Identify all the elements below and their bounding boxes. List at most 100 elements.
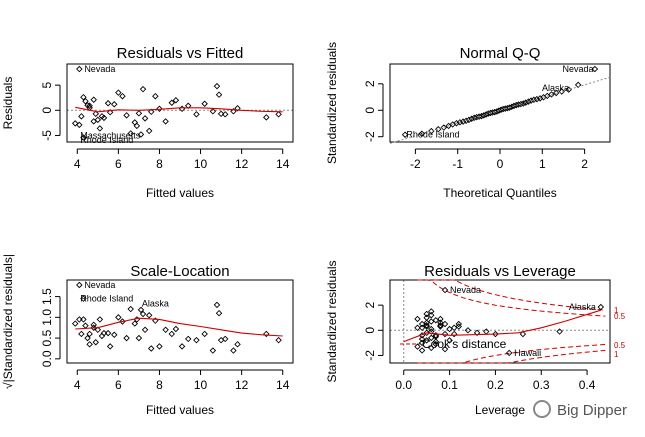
data-point — [450, 324, 458, 332]
panel-3: Scale-Location Fitted values √|Standardize… — [1, 254, 294, 417]
data-point — [86, 341, 93, 348]
x-tick-label: -2 — [410, 157, 421, 171]
data-point — [172, 96, 180, 104]
data-point — [100, 329, 108, 337]
data-point — [82, 98, 89, 105]
data-point — [418, 347, 426, 354]
plot-frame — [66, 279, 294, 364]
data-point — [94, 326, 102, 334]
data-point — [423, 337, 430, 344]
data-point — [480, 112, 488, 119]
data-point — [156, 105, 163, 113]
y-axis-label: Standardized residuals — [325, 260, 339, 382]
data-point — [123, 334, 130, 342]
cooks-legend-text: Cook's distance — [422, 337, 507, 351]
data-point — [213, 82, 221, 90]
watermark-logo-icon — [532, 400, 551, 418]
x-tick-label: 6 — [115, 378, 122, 392]
data-point — [111, 101, 118, 108]
data-point — [193, 111, 200, 118]
chart-title: Scale-Location — [130, 263, 229, 280]
x-tick-label: 8 — [156, 157, 163, 171]
data-point — [168, 99, 176, 106]
data-point — [94, 116, 102, 124]
x-tick-label: 0.4 — [579, 378, 596, 392]
data-point — [552, 89, 560, 97]
cooks-distance-contour — [417, 279, 606, 311]
data-point — [80, 93, 87, 101]
data-point — [92, 110, 99, 118]
data-point — [428, 328, 435, 335]
data-point — [536, 95, 544, 102]
y-tick-label: 2 — [363, 80, 377, 87]
point-label: Hawaii — [514, 348, 541, 358]
data-point — [456, 119, 464, 126]
data-point — [221, 335, 229, 343]
data-point — [556, 328, 563, 335]
cooks-distance-contour — [417, 279, 606, 317]
data-point — [135, 334, 143, 342]
data-point — [464, 327, 472, 334]
data-point — [432, 340, 440, 348]
x-tick-label: 6 — [115, 157, 122, 171]
x-axis-label: Fitted values — [146, 403, 214, 417]
data-point — [505, 349, 513, 357]
data-point — [162, 118, 169, 125]
data-point — [423, 319, 430, 326]
data-point — [275, 336, 282, 344]
data-point — [106, 109, 114, 116]
data-point — [137, 306, 145, 314]
data-point — [446, 325, 453, 333]
data-point — [90, 96, 97, 103]
data-point — [156, 343, 163, 350]
panel-4: Residuals vs Leverage Leverage Standardize… — [325, 260, 626, 417]
point-label: Alaska — [569, 302, 596, 312]
y-tick-label: 1.5 — [40, 288, 54, 305]
data-point — [131, 320, 139, 327]
data-point — [275, 111, 282, 118]
y-axis-label: √|Standardized residuals| — [1, 254, 15, 389]
data-point — [106, 343, 114, 350]
cooks-level-label: 0.5 — [614, 312, 626, 321]
data-point — [115, 314, 122, 321]
y-tick-label: 2 — [363, 301, 377, 308]
data-point — [475, 113, 483, 120]
data-point — [86, 102, 93, 110]
y-axis-label: Standardized residuals — [325, 42, 339, 164]
y-tick-label: -2 — [363, 131, 377, 142]
data-point — [234, 105, 241, 112]
data-point — [423, 329, 430, 337]
data-point — [441, 330, 449, 338]
data-point — [96, 316, 104, 323]
data-point — [184, 102, 192, 110]
data-point — [172, 325, 180, 333]
watermark: Big Dipper — [532, 400, 627, 419]
data-point — [90, 324, 97, 331]
data-point — [418, 324, 426, 332]
data-point — [201, 100, 208, 107]
data-point — [78, 330, 85, 338]
x-tick-label: 0 — [497, 157, 504, 171]
data-point — [78, 113, 85, 120]
data-point — [522, 99, 530, 106]
data-point — [527, 97, 535, 104]
point-label: Massachusetts — [80, 130, 141, 140]
data-point — [263, 330, 270, 338]
data-point — [119, 92, 126, 100]
data-point — [96, 125, 104, 132]
data-point — [209, 108, 217, 115]
data-point — [84, 102, 91, 109]
data-point — [473, 329, 481, 337]
y-tick-label: 0 — [40, 107, 54, 114]
data-point — [92, 339, 99, 346]
data-point — [71, 320, 79, 327]
point-label: Nevada — [84, 64, 115, 74]
data-point — [152, 92, 159, 100]
data-point — [80, 134, 87, 141]
data-point — [418, 130, 426, 137]
point-label: Nevada — [450, 285, 481, 295]
data-point — [127, 130, 134, 137]
y-tick-label: 0 — [363, 327, 377, 334]
x-tick-label: -1 — [452, 157, 463, 171]
